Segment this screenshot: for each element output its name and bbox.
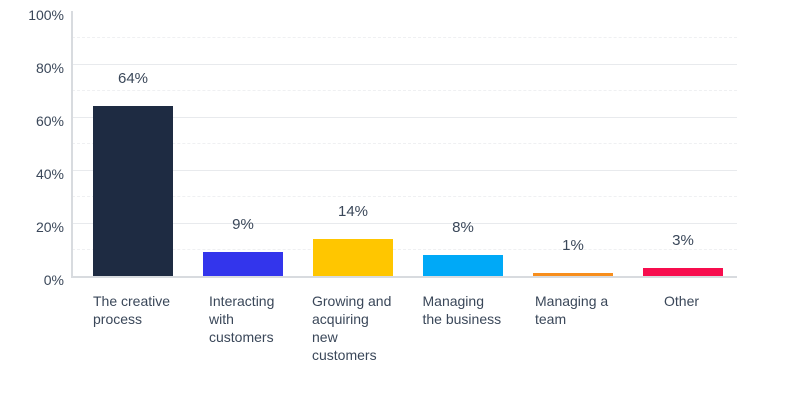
bar-value-label: 9% xyxy=(232,216,254,233)
y-tick-label: 40% xyxy=(35,166,64,182)
y-tick-label: 20% xyxy=(35,219,64,235)
bar-category-label: The creative process xyxy=(93,293,171,327)
bar-value-label: 8% xyxy=(452,219,474,236)
bar-the-creative-process xyxy=(93,106,173,276)
bar-interacting-with-customers xyxy=(203,252,283,276)
y-tick-label: 60% xyxy=(35,113,64,129)
bar-category-label: Other xyxy=(664,293,700,309)
bar-value-label: 14% xyxy=(337,203,369,220)
gridline xyxy=(72,90,737,92)
gridline xyxy=(72,37,737,39)
bar-category-label: Growing and acquiring new customers xyxy=(312,293,392,363)
gridline xyxy=(72,64,737,65)
bar-value-label: 64% xyxy=(117,70,149,87)
bar-managing-the-business xyxy=(423,255,503,276)
bar-other xyxy=(643,268,723,276)
y-axis-line xyxy=(71,11,73,278)
y-tick-label: 0% xyxy=(43,272,64,288)
bar-category-label: Interacting with customers xyxy=(209,293,275,345)
bar-managing-a-team xyxy=(533,273,613,276)
bar-category-label: Managing a team xyxy=(535,293,609,327)
bar-value-label: 3% xyxy=(672,232,694,249)
bar-category-label: Managing the business xyxy=(422,293,502,327)
y-tick-label: 100% xyxy=(28,7,64,23)
bar-growing-and-acquiring-new-customers xyxy=(313,239,393,276)
x-axis-line xyxy=(71,276,737,278)
bar-value-label: 1% xyxy=(562,237,584,254)
y-tick-label: 80% xyxy=(35,60,64,76)
